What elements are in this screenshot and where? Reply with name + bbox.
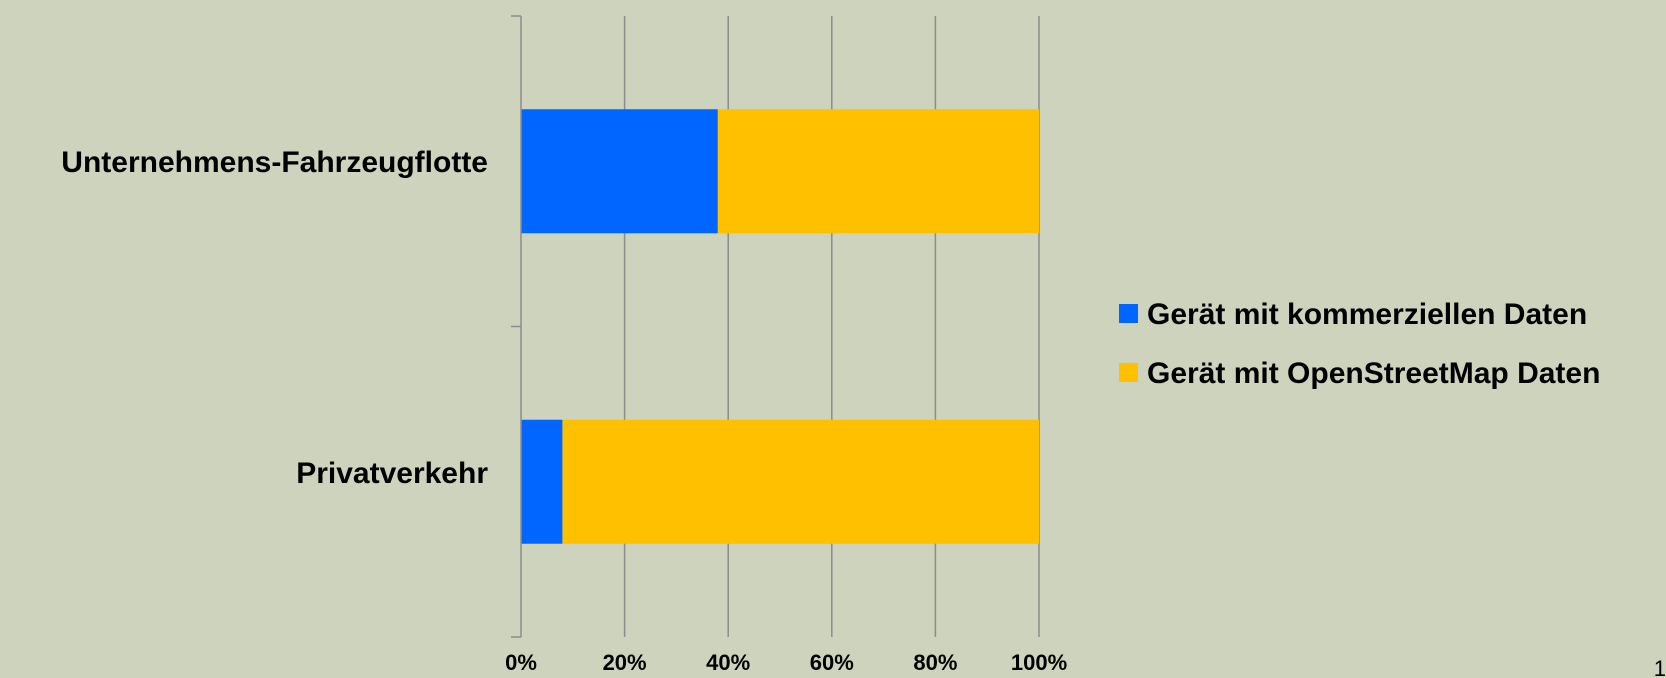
bar-0-series-1 — [717, 109, 1039, 234]
bar-0-series-0 — [521, 109, 718, 234]
bar-1-series-1 — [562, 419, 1039, 544]
x-tick-label-4: 80% — [913, 650, 957, 675]
axes — [511, 15, 522, 638]
legend-label-commercial: Gerät mit kommerziellen Daten — [1147, 298, 1587, 331]
x-axis-tick-labels: 0% 20% 40% 60% 80% 100% — [505, 650, 1067, 675]
x-tick-label-2: 40% — [706, 650, 750, 675]
category-label-private: Privatverkehr — [296, 457, 488, 490]
category-label-fleet: Unternehmens-Fahrzeugflotte — [61, 146, 488, 179]
bar-1-series-0 — [521, 419, 563, 544]
legend: Gerät mit kommerziellen Daten Gerät mit … — [1119, 298, 1600, 390]
x-tick-label-0: 0% — [505, 650, 537, 675]
legend-swatch-osm — [1119, 363, 1138, 382]
bars — [521, 109, 1039, 544]
legend-swatch-commercial — [1119, 304, 1138, 323]
page-number: 1 — [1654, 656, 1666, 678]
gridlines — [623, 16, 1040, 637]
x-tick-label-1: 20% — [603, 650, 647, 675]
x-tick-label-3: 60% — [810, 650, 854, 675]
x-tick-label-5: 100% — [1011, 650, 1067, 675]
legend-label-osm: Gerät mit OpenStreetMap Daten — [1147, 357, 1600, 390]
